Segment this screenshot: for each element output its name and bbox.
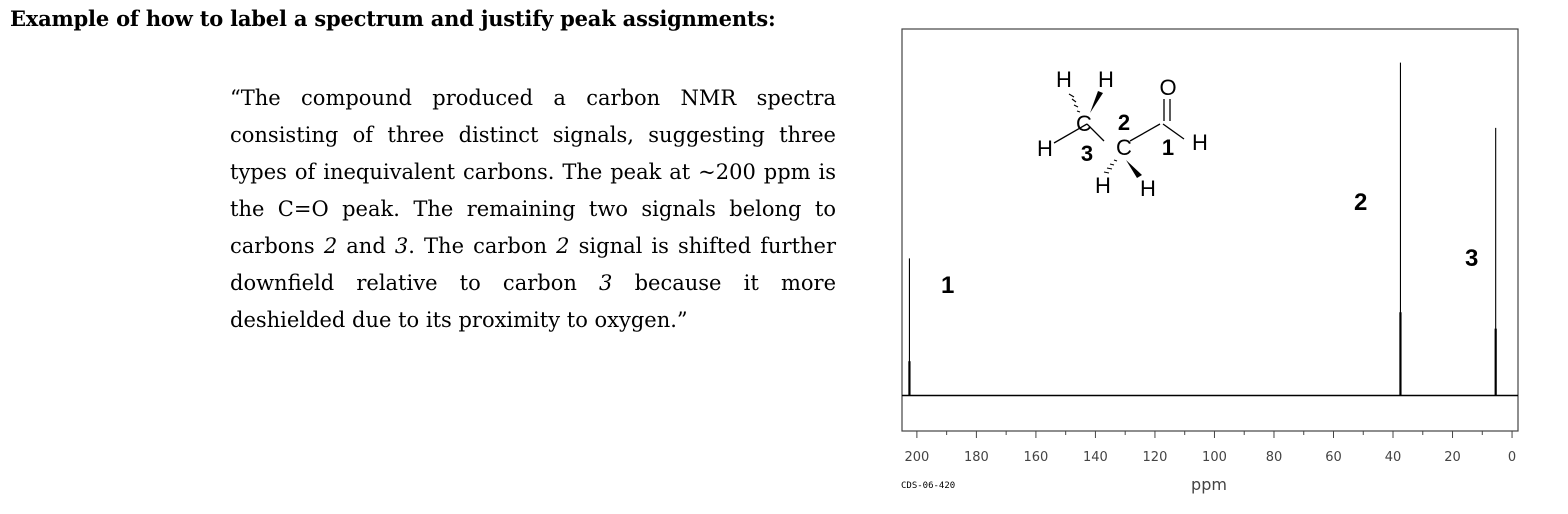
- x-axis-ticks: 200 180 160 140 120 100 80 60 40 20 0: [904, 431, 1516, 465]
- atom-h: H: [1056, 67, 1072, 92]
- atom-h: H: [1095, 173, 1111, 198]
- quote-text-3: . The carbon: [408, 234, 557, 258]
- atom-h: H: [1140, 176, 1156, 201]
- atom-h: H: [1192, 130, 1208, 155]
- peak-lines: [908, 62, 1497, 396]
- x-tick-label: 180: [964, 450, 989, 465]
- carbon-number-1: 1: [1162, 135, 1174, 160]
- atom-c2: C: [1116, 135, 1132, 160]
- carbon-2-ref: 2: [556, 234, 570, 258]
- quote-text-5: because it more deshielded due to its pr…: [230, 271, 837, 332]
- x-tick-label: 120: [1143, 450, 1168, 465]
- atom-h: H: [1037, 136, 1053, 161]
- plot-frame: [901, 28, 1519, 432]
- x-axis-label: ppm: [1191, 475, 1227, 494]
- page-heading: Example of how to label a spectrum and j…: [10, 6, 776, 31]
- spectrum-code: CDS-06-420: [901, 481, 955, 491]
- quote-text-1: “The compound produced a carbon NMR spec…: [230, 86, 836, 258]
- x-tick-label: 60: [1325, 450, 1342, 465]
- peak-label-1: 1: [941, 272, 954, 299]
- x-tick-label: 80: [1266, 450, 1283, 465]
- carbon-3-ref: 3: [394, 234, 409, 258]
- atom-c3: C: [1076, 111, 1092, 136]
- x-tick-label: 160: [1023, 450, 1048, 465]
- propanal-structure: H H O C C H H H H 2 3 1: [1037, 67, 1208, 201]
- quote-text-4: signal is shifted further downfield rela…: [230, 234, 837, 295]
- x-tick-label: 200: [904, 450, 929, 465]
- x-tick-label: 20: [1444, 450, 1461, 465]
- x-tick-label: 40: [1385, 450, 1402, 465]
- peak-label-2: 2: [1354, 189, 1367, 216]
- peak-label-3: 3: [1465, 245, 1478, 272]
- atom-h: H: [1098, 67, 1114, 92]
- carbon-number-2: 2: [1118, 110, 1130, 135]
- x-tick-label: 0: [1508, 450, 1516, 465]
- x-tick-label: 100: [1202, 450, 1227, 465]
- quote-text-2: and: [337, 234, 395, 258]
- carbon-3-ref: 3: [599, 271, 613, 295]
- carbon-number-3: 3: [1081, 141, 1093, 166]
- x-tick-label: 140: [1083, 450, 1108, 465]
- carbon-2-ref: 2: [323, 234, 338, 258]
- assignment-quote: “The compound produced a carbon NMR spec…: [230, 80, 836, 339]
- atom-o: O: [1159, 75, 1176, 100]
